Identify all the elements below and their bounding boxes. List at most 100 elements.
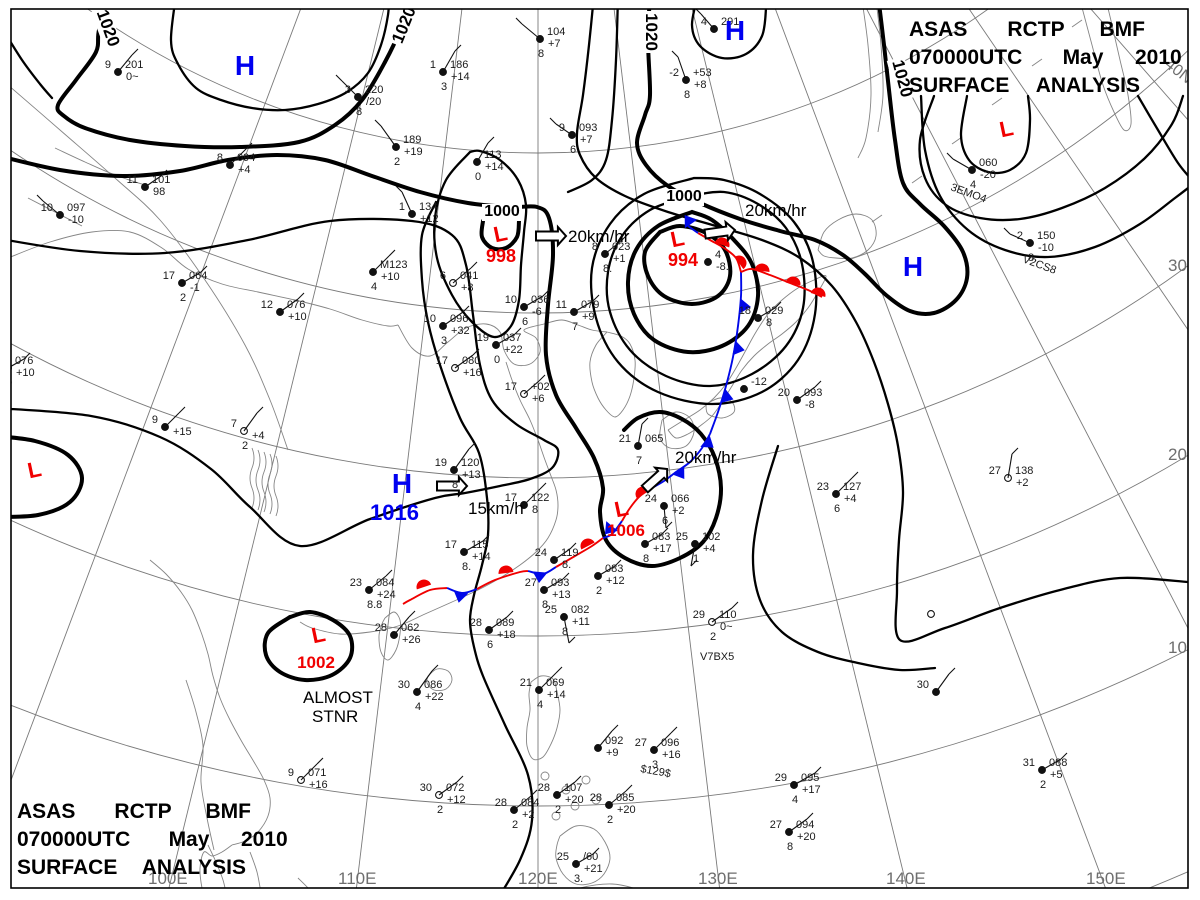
svg-text:086: 086 (424, 679, 442, 691)
svg-text:110: 110 (719, 609, 737, 621)
svg-text:+22: +22 (504, 344, 523, 356)
svg-text:+4: +4 (252, 430, 265, 442)
svg-text:150E: 150E (1086, 869, 1126, 888)
svg-text:-10: -10 (68, 214, 84, 226)
svg-text:H: H (903, 251, 923, 282)
svg-text:SURFACE: SURFACE (17, 856, 117, 879)
svg-text:31: 31 (1023, 757, 1035, 769)
svg-text:+10: +10 (381, 271, 400, 283)
svg-text:+16: +16 (662, 749, 681, 761)
svg-text:3.: 3. (574, 873, 583, 885)
svg-text:8.: 8. (562, 559, 571, 571)
svg-text:+13: +13 (552, 589, 571, 601)
svg-text:+17: +17 (653, 543, 672, 555)
svg-text:2: 2 (394, 156, 400, 168)
svg-text:4: 4 (715, 249, 721, 261)
svg-text:+2: +2 (1016, 477, 1029, 489)
svg-text:L: L (997, 115, 1015, 142)
svg-text:0: 0 (494, 354, 500, 366)
svg-text:28: 28 (495, 797, 507, 809)
svg-text:138: 138 (1015, 465, 1033, 477)
svg-text:30: 30 (917, 679, 929, 691)
svg-text:M123: M123 (380, 259, 408, 271)
svg-text:4: 4 (371, 281, 377, 293)
svg-text:20: 20 (778, 387, 790, 399)
svg-text:080: 080 (462, 355, 480, 367)
svg-text:8: 8 (217, 152, 223, 164)
svg-text:3: 3 (441, 335, 447, 347)
svg-text:8: 8 (532, 504, 538, 516)
svg-text:25: 25 (676, 531, 688, 543)
svg-text:2: 2 (180, 292, 186, 304)
svg-text:10: 10 (41, 202, 53, 214)
svg-text:8: 8 (452, 479, 458, 491)
svg-text:28: 28 (375, 622, 387, 634)
svg-text:082: 082 (571, 604, 589, 616)
svg-text:8: 8 (643, 553, 649, 565)
svg-text:+7: +7 (580, 134, 593, 146)
svg-text:SURFACE: SURFACE (909, 74, 1009, 97)
svg-text:041: 041 (460, 270, 478, 282)
svg-text:093: 093 (804, 387, 822, 399)
svg-text:11: 11 (556, 299, 567, 311)
svg-text:291: 291 (721, 16, 739, 28)
svg-text:21: 21 (619, 433, 631, 445)
svg-text:1: 1 (399, 201, 405, 213)
svg-text:130E: 130E (698, 869, 738, 888)
svg-text:20km/hr: 20km/hr (568, 227, 630, 246)
svg-text:2: 2 (1040, 779, 1046, 791)
svg-text:29: 29 (693, 609, 705, 621)
svg-text:6: 6 (570, 144, 576, 156)
svg-text:8.8: 8.8 (367, 599, 382, 611)
svg-text:19: 19 (435, 457, 447, 469)
svg-text:+53: +53 (693, 67, 712, 79)
svg-text:10: 10 (424, 313, 436, 325)
svg-text:134: 134 (419, 201, 437, 213)
svg-text:023: 023 (612, 241, 630, 253)
svg-text:V7BX5: V7BX5 (700, 651, 734, 663)
svg-text:1000: 1000 (484, 203, 520, 220)
svg-text:096: 096 (661, 737, 679, 749)
svg-text:6: 6 (662, 515, 668, 527)
svg-text:+9: +9 (582, 311, 595, 323)
svg-text:/20: /20 (366, 96, 381, 108)
svg-text:085: 085 (616, 792, 634, 804)
svg-text:30: 30 (398, 679, 410, 691)
svg-text:079: 079 (581, 299, 599, 311)
svg-text:8: 8 (538, 48, 544, 60)
svg-text:-8.: -8. (716, 261, 729, 273)
svg-text:107: 107 (564, 782, 582, 794)
svg-text:083: 083 (605, 563, 623, 575)
svg-text:6: 6 (487, 639, 493, 651)
svg-text:May: May (1063, 46, 1104, 69)
svg-text:089: 089 (496, 617, 514, 629)
svg-text:/60: /60 (583, 851, 598, 863)
svg-text:4: 4 (970, 179, 976, 191)
svg-text:097: 097 (67, 202, 85, 214)
svg-text:994: 994 (668, 250, 698, 270)
svg-text:ALMOST: ALMOST (303, 688, 373, 707)
svg-text:4: 4 (792, 794, 798, 806)
svg-text:065: 065 (645, 433, 663, 445)
svg-text:29: 29 (775, 772, 787, 784)
svg-text:7: 7 (636, 455, 642, 467)
svg-text:150: 150 (1037, 230, 1055, 242)
svg-text:8: 8 (787, 841, 793, 853)
svg-text:11: 11 (127, 174, 138, 186)
svg-text:092: 092 (605, 735, 623, 747)
svg-text:095: 095 (801, 772, 819, 784)
svg-text:17: 17 (505, 492, 517, 504)
svg-text:+9: +9 (606, 747, 619, 759)
svg-text:8: 8 (562, 626, 568, 638)
svg-text:+14: +14 (547, 689, 566, 701)
svg-text:21: 21 (520, 677, 532, 689)
svg-text:25: 25 (545, 604, 557, 616)
svg-text:062: 062 (401, 622, 419, 634)
svg-text:L: L (491, 220, 509, 247)
svg-text:9: 9 (152, 414, 158, 426)
svg-text:189: 189 (403, 134, 421, 146)
svg-text:029: 029 (765, 305, 783, 317)
svg-text:076: 076 (15, 355, 33, 367)
svg-text:+4: +4 (238, 164, 251, 176)
svg-text:0~: 0~ (126, 71, 139, 83)
